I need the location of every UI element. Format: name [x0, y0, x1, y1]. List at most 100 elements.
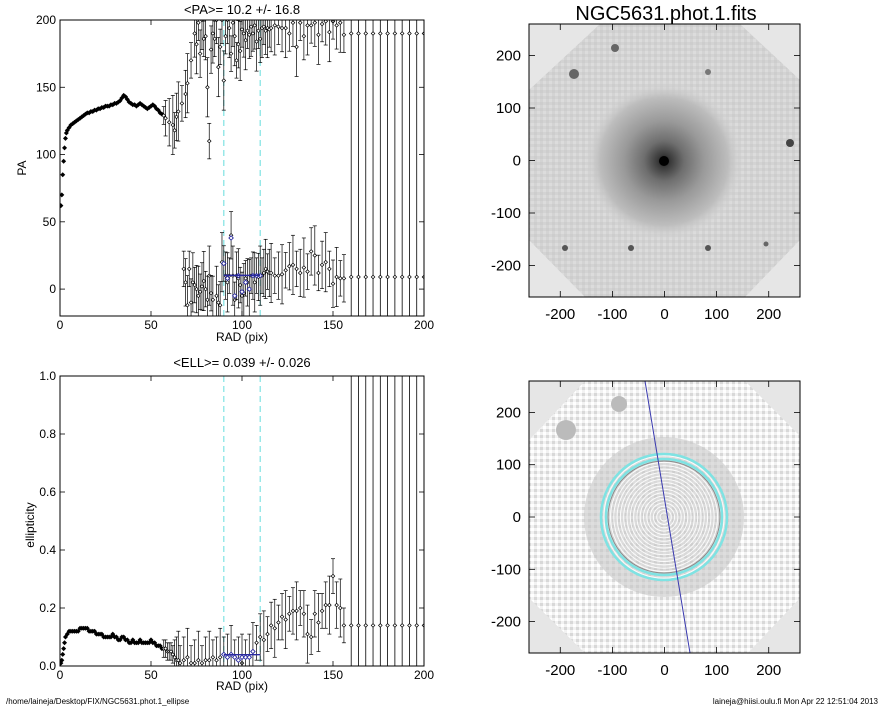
- star-blob: [611, 44, 619, 52]
- data-point: [113, 634, 119, 640]
- image-x-tick-label: -100: [597, 306, 627, 323]
- ell-y-axis-label: ellipticity: [23, 502, 37, 547]
- isophote: [633, 485, 695, 549]
- data-point: [330, 573, 336, 579]
- data-point: [316, 270, 321, 276]
- highlight-point: [224, 654, 231, 661]
- stub-point: [378, 623, 383, 628]
- x-tick-label: 50: [144, 668, 158, 682]
- data-point: [208, 47, 214, 52]
- x-tick-label: 0: [57, 318, 64, 332]
- data-point: [301, 611, 307, 617]
- data-point: [268, 270, 274, 276]
- data-point: [61, 158, 67, 164]
- data-point: [237, 282, 243, 288]
- data-point: [230, 20, 236, 25]
- data-point: [308, 249, 314, 254]
- data-point: [287, 31, 292, 36]
- data-point: [188, 300, 194, 305]
- ell-axis-ticks: 0 50 100 150 200 0.0 0.2 0.4 0.6 0.8 1.0: [39, 369, 434, 682]
- isophote: [619, 472, 709, 562]
- data-point: [283, 25, 288, 31]
- y-tick-label: 0.8: [39, 427, 56, 441]
- data-point: [263, 28, 268, 34]
- data-point: [190, 280, 196, 285]
- data-point: [128, 640, 134, 646]
- data-point: [121, 634, 127, 640]
- data-point: [155, 107, 161, 113]
- data-point: [217, 655, 223, 660]
- image-blank-corner: [529, 240, 585, 297]
- data-point: [196, 657, 201, 663]
- data-point: [334, 602, 339, 608]
- data-point: [62, 640, 68, 646]
- stub-point: [392, 274, 398, 280]
- overlay-star: [556, 420, 576, 440]
- data-point: [60, 660, 64, 666]
- data-point: [152, 640, 158, 646]
- star-blob: [786, 139, 794, 147]
- data-point: [319, 608, 325, 614]
- data-point: [172, 128, 177, 133]
- data-point: [268, 623, 274, 628]
- data-point: [210, 655, 216, 660]
- data-point: [279, 25, 285, 31]
- data-point: [268, 25, 274, 31]
- data-point: [225, 280, 230, 285]
- data-point: [62, 145, 68, 151]
- highlight-point: [246, 654, 253, 661]
- highlight-point: [250, 648, 256, 655]
- y-tick-label: 0.2: [39, 601, 56, 615]
- data-point: [212, 36, 217, 42]
- data-point: [254, 39, 259, 44]
- data-point: [170, 122, 176, 128]
- data-point: [287, 263, 292, 269]
- data-point: [203, 33, 208, 39]
- data-point: [327, 602, 332, 608]
- data-point: [161, 113, 167, 118]
- data-point: [216, 64, 221, 70]
- data-point: [172, 655, 177, 660]
- data-point: [64, 127, 70, 133]
- star-blob: [569, 69, 579, 79]
- isophote-overlay-panel: -200 -100 0 100 200 200 100 0 -100 -200: [491, 380, 801, 679]
- x-tick-label: 150: [323, 318, 343, 332]
- data-point: [341, 623, 347, 628]
- stub-point: [363, 31, 369, 36]
- data-point: [194, 41, 199, 47]
- overlay-blank-corner: [745, 381, 800, 436]
- data-point: [257, 36, 263, 42]
- data-point: [170, 652, 176, 657]
- stub-point: [399, 31, 405, 36]
- overlay-star: [611, 396, 627, 412]
- galaxy-image-panel: NGC5631.phot.1.fits -200 -100 0 100 200 200 10…: [491, 3, 801, 323]
- stub-point: [414, 31, 420, 36]
- image-axis-ticks: -200 -100 0 100 200 200 100 0 -100 -200: [491, 24, 800, 323]
- star-blob: [562, 245, 568, 251]
- isophote: [626, 478, 702, 556]
- data-point: [337, 276, 343, 281]
- data-point: [205, 84, 210, 90]
- data-point: [316, 32, 321, 38]
- data-point: [124, 96, 130, 102]
- stub-point: [348, 31, 354, 36]
- overlay-blank-corner: [529, 381, 585, 440]
- stub-point: [399, 274, 405, 280]
- x-tick-label: 100: [232, 318, 252, 332]
- y-tick-label: 0: [49, 282, 56, 296]
- highlight-point: [224, 275, 231, 282]
- image-y-tick-label: -200: [491, 614, 521, 631]
- data-point: [137, 637, 143, 643]
- data-point: [305, 23, 310, 28]
- data-point: [226, 25, 232, 31]
- stub-point: [407, 623, 412, 628]
- stub-point: [348, 274, 354, 280]
- data-point: [265, 631, 270, 637]
- data-point: [188, 58, 194, 63]
- image-blank-corner: [529, 24, 600, 90]
- data-point: [210, 31, 216, 36]
- data-point: [197, 289, 203, 295]
- data-point: [176, 109, 181, 114]
- fit-range-ring: [599, 452, 729, 582]
- isophote: [652, 505, 676, 529]
